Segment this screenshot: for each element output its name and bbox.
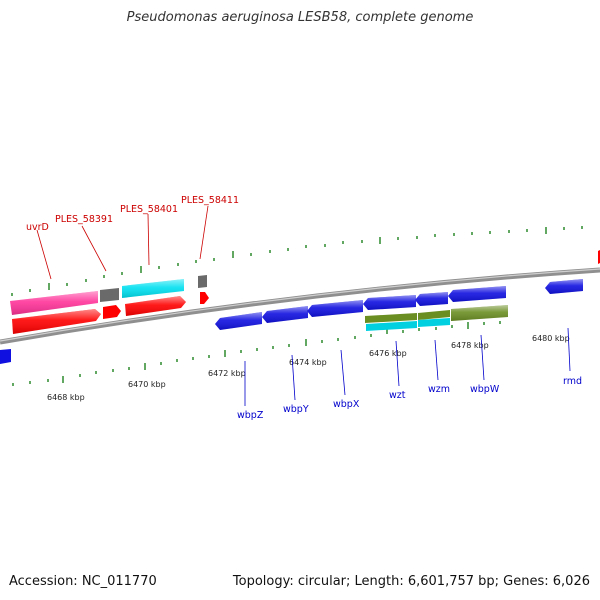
lower-lane-blue — [0, 279, 583, 364]
scale-label-6480: 6480 kbp — [532, 334, 570, 343]
label-PLES-58401: PLES_58401 — [120, 204, 178, 215]
label-wbpX: wbpX — [333, 399, 360, 410]
gene-red-4[interactable] — [200, 292, 209, 304]
label-PLES-58411: PLES_58411 — [181, 195, 239, 206]
gene-blue-edge[interactable] — [0, 349, 11, 364]
upper-gene-labels: uvrD PLES_58391 PLES_58401 PLES_58411 — [26, 195, 239, 280]
gene-olive-2[interactable] — [418, 310, 450, 320]
gene-cyan-1[interactable] — [366, 321, 417, 331]
scale-label-6472: 6472 kbp — [208, 369, 246, 378]
upper-lane-2 — [12, 250, 600, 334]
lower-tick-row — [12, 321, 501, 386]
genome-backbone — [0, 267, 600, 345]
label-rmd: rmd — [563, 376, 582, 387]
genome-summary-text: Topology: circular; Length: 6,601,757 bp… — [232, 574, 590, 589]
label-wbpZ: wbpZ — [237, 410, 264, 421]
scale-label-6476: 6476 kbp — [369, 349, 407, 358]
scale-label-6470: 6470 kbp — [128, 380, 166, 389]
lower-gene-labels: wbpZ wbpY wbpX wzt wzm wbpW rmd — [237, 327, 582, 421]
gene-olive-1[interactable] — [365, 313, 417, 323]
label-wbpY: wbpY — [283, 404, 309, 415]
label-wbpW: wbpW — [470, 384, 500, 395]
scale-label-6468: 6468 kbp — [47, 393, 85, 402]
gene-PLES-58391[interactable] — [100, 288, 119, 302]
upper-lane-1 — [10, 275, 207, 315]
upper-tick-row — [11, 226, 583, 296]
label-wzt: wzt — [389, 390, 406, 401]
label-wzm: wzm — [428, 384, 450, 395]
gene-PLES-58411[interactable] — [198, 275, 207, 288]
scale-label-6478: 6478 kbp — [451, 341, 489, 350]
genome-backbone-highlight — [0, 268, 600, 342]
gene-red-2[interactable] — [103, 305, 121, 319]
gene-cyan-2[interactable] — [418, 318, 450, 327]
accession-text: Accession: NC_011770 — [9, 574, 157, 589]
map-title: Pseudomonas aeruginosa LESB58, complete … — [126, 10, 474, 25]
lower-lane-olive — [365, 305, 508, 331]
label-uvrD: uvrD — [26, 222, 49, 233]
label-PLES-58391: PLES_58391 — [55, 214, 113, 225]
scale-label-6474: 6474 kbp — [289, 358, 327, 367]
